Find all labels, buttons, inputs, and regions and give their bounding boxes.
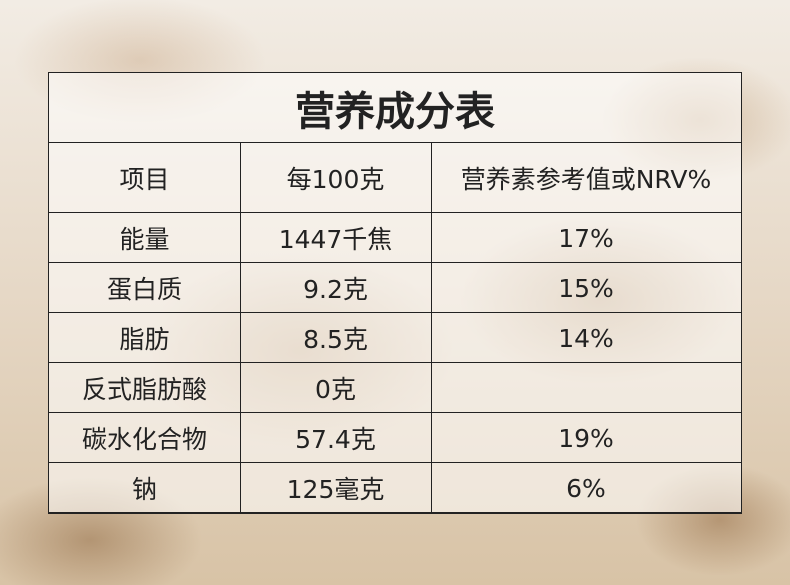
row-line [49,362,741,363]
row-line [49,262,741,263]
table-cell: 碳水化合物 [81,425,207,454]
table-cell: 17% [558,223,614,253]
row-line [49,412,741,413]
table-cell: 9.2克 [303,275,368,304]
table-cell: 125毫克 [286,475,385,504]
table-cell: 57.4克 [295,425,376,454]
table-cell: 6% [566,473,606,503]
table-cell: 19% [558,423,614,453]
table-cell: 15% [558,273,614,303]
table-cell: 蛋白质 [106,275,182,304]
table-cell: 反式脂肪酸 [81,375,207,404]
column-line [431,143,432,513]
nutrition-table: 营养成分表 项目 每100克 营养素参考值或NRV% 能量 1447千焦 17% 蛋白质 9.… [48,72,742,514]
header-cell: 营养素参考值或NRV% [460,165,712,194]
row-line [49,142,741,143]
row-line [49,212,741,213]
header-cell: 每100克 [286,165,385,194]
row-line [49,312,741,313]
table-cell: 0克 [315,375,356,404]
table-cell: 钠 [131,475,157,504]
table-cell: 8.5克 [303,325,368,354]
row-line [49,512,741,513]
table-cell: 1447千焦 [278,225,393,254]
table-cell: 能量 [119,225,170,254]
table-cell: 14% [558,323,614,353]
table-title: 营养成分表 [295,89,495,135]
table-cell: 脂肪 [119,325,170,354]
row-line [49,462,741,463]
header-cell: 项目 [119,165,170,194]
column-line [240,143,241,513]
